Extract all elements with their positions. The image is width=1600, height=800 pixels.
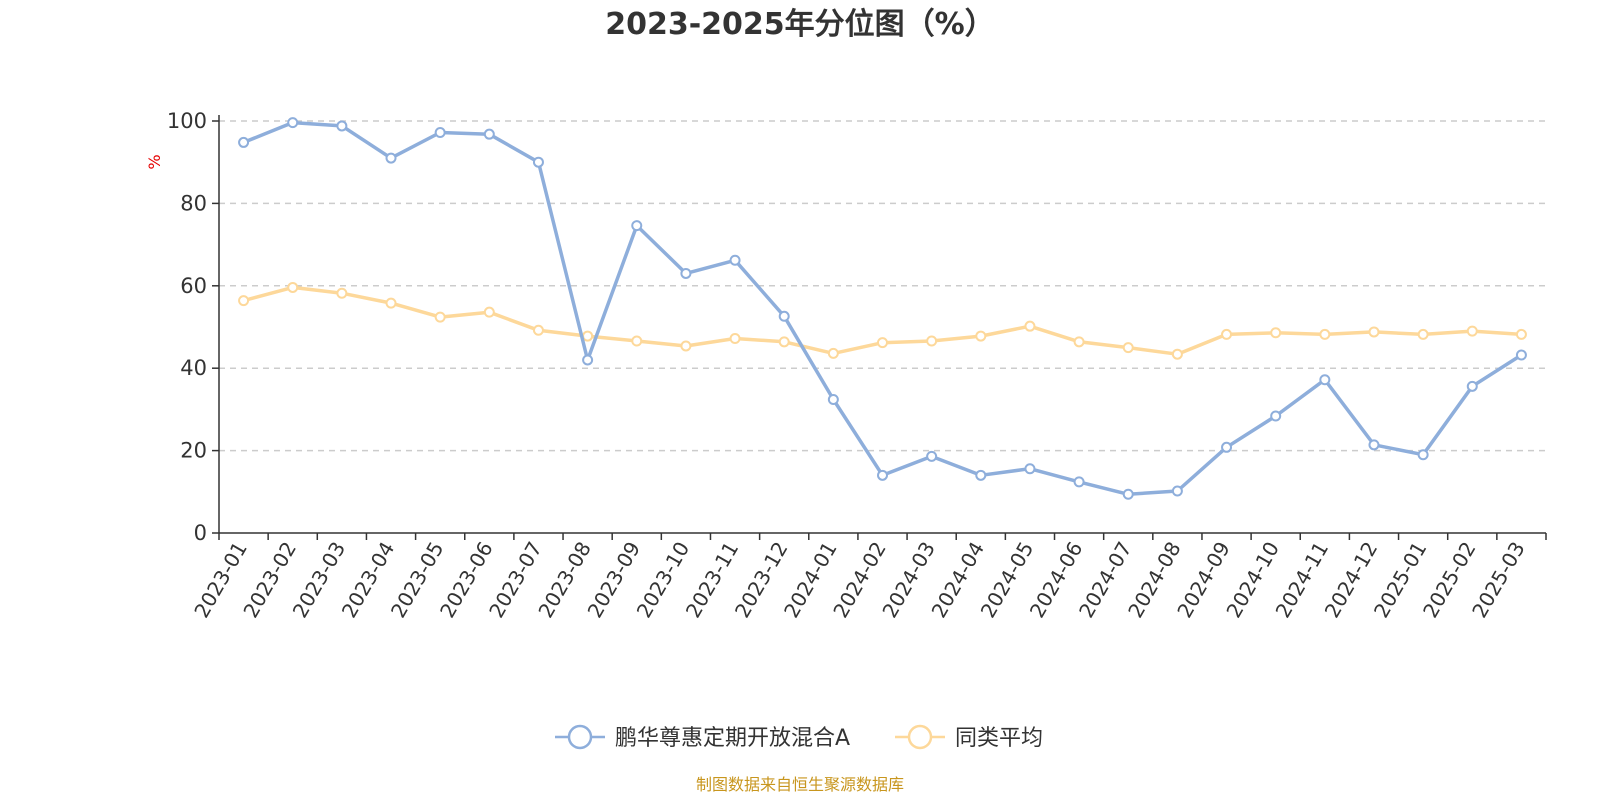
data-point[interactable] [827, 394, 839, 406]
y-tick-label: 0 [194, 521, 207, 545]
data-point[interactable] [434, 311, 446, 323]
data-point[interactable] [1466, 325, 1478, 337]
data-point[interactable] [434, 127, 446, 139]
data-point[interactable] [778, 336, 790, 348]
data-point[interactable] [1368, 326, 1380, 338]
data-point[interactable] [238, 136, 250, 148]
data-point[interactable] [631, 220, 643, 232]
grid-lines [219, 120, 1546, 452]
data-point[interactable] [532, 324, 544, 336]
y-tick-label: 100 [167, 109, 207, 133]
data-source-note: 制图数据来自恒生聚源数据库 [696, 775, 904, 794]
data-point[interactable] [827, 347, 839, 359]
series-1 [238, 281, 1527, 360]
legend[interactable]: 鹏华尊惠定期开放混合A 同类平均 [555, 724, 1043, 751]
legend-item-0[interactable]: 鹏华尊惠定期开放混合A [555, 724, 850, 751]
data-point[interactable] [1024, 463, 1036, 475]
data-point[interactable] [1221, 328, 1233, 340]
data-point[interactable] [1319, 374, 1331, 386]
legend-swatch-marker [907, 724, 933, 750]
data-point[interactable] [483, 306, 495, 318]
data-point[interactable] [975, 469, 987, 481]
data-point[interactable] [1073, 336, 1085, 348]
data-point[interactable] [1270, 410, 1282, 422]
data-point[interactable] [582, 354, 594, 366]
y-axis-unit: % [145, 154, 164, 169]
data-point[interactable] [1221, 441, 1233, 453]
data-point[interactable] [385, 152, 397, 164]
data-point[interactable] [1122, 488, 1134, 500]
series-line [242, 120, 1523, 497]
data-point[interactable] [1122, 342, 1134, 354]
legend-label: 鹏华尊惠定期开放混合A [615, 726, 850, 751]
data-point[interactable] [631, 335, 643, 347]
data-point[interactable] [1368, 439, 1380, 451]
y-tick-label: 40 [180, 356, 207, 380]
data-point[interactable] [336, 120, 348, 132]
data-point[interactable] [1466, 380, 1478, 392]
data-point[interactable] [729, 333, 741, 345]
y-tick-label: 80 [180, 191, 207, 215]
data-point[interactable] [1073, 476, 1085, 488]
data-point[interactable] [877, 469, 888, 481]
data-point[interactable] [1417, 328, 1429, 340]
data-point[interactable] [877, 337, 888, 349]
data-point[interactable] [336, 287, 348, 299]
data-point[interactable] [287, 281, 299, 293]
data-point[interactable] [926, 335, 938, 347]
legend-item-1[interactable]: 同类平均 [895, 724, 1043, 751]
data-point[interactable] [483, 128, 495, 140]
chart-title: 2023-2025年分位图（%） [605, 7, 995, 42]
data-point[interactable] [238, 295, 250, 307]
data-point[interactable] [385, 297, 397, 309]
axes: 0204060801002023-012023-022023-032023-04… [167, 109, 1547, 622]
legend-label: 同类平均 [955, 726, 1043, 751]
data-point[interactable] [729, 254, 741, 266]
data-point[interactable] [1417, 449, 1429, 461]
y-tick-label: 60 [180, 274, 207, 298]
data-point[interactable] [532, 156, 544, 168]
data-point[interactable] [1171, 485, 1183, 497]
data-point[interactable] [680, 267, 692, 279]
data-point[interactable] [287, 117, 299, 129]
y-tick-label: 20 [180, 439, 207, 463]
data-point[interactable] [778, 310, 790, 322]
series-group [238, 117, 1527, 500]
data-point[interactable] [1270, 327, 1282, 339]
series-0 [238, 117, 1527, 500]
data-point[interactable] [1171, 348, 1183, 360]
data-point[interactable] [1024, 320, 1036, 332]
data-point[interactable] [975, 330, 987, 342]
data-point[interactable] [1515, 328, 1527, 340]
data-point[interactable] [1319, 328, 1331, 340]
data-point[interactable] [680, 340, 692, 352]
data-point[interactable] [926, 450, 938, 462]
data-point[interactable] [1515, 349, 1527, 361]
legend-swatch-marker [567, 724, 593, 750]
data-point[interactable] [582, 330, 594, 342]
